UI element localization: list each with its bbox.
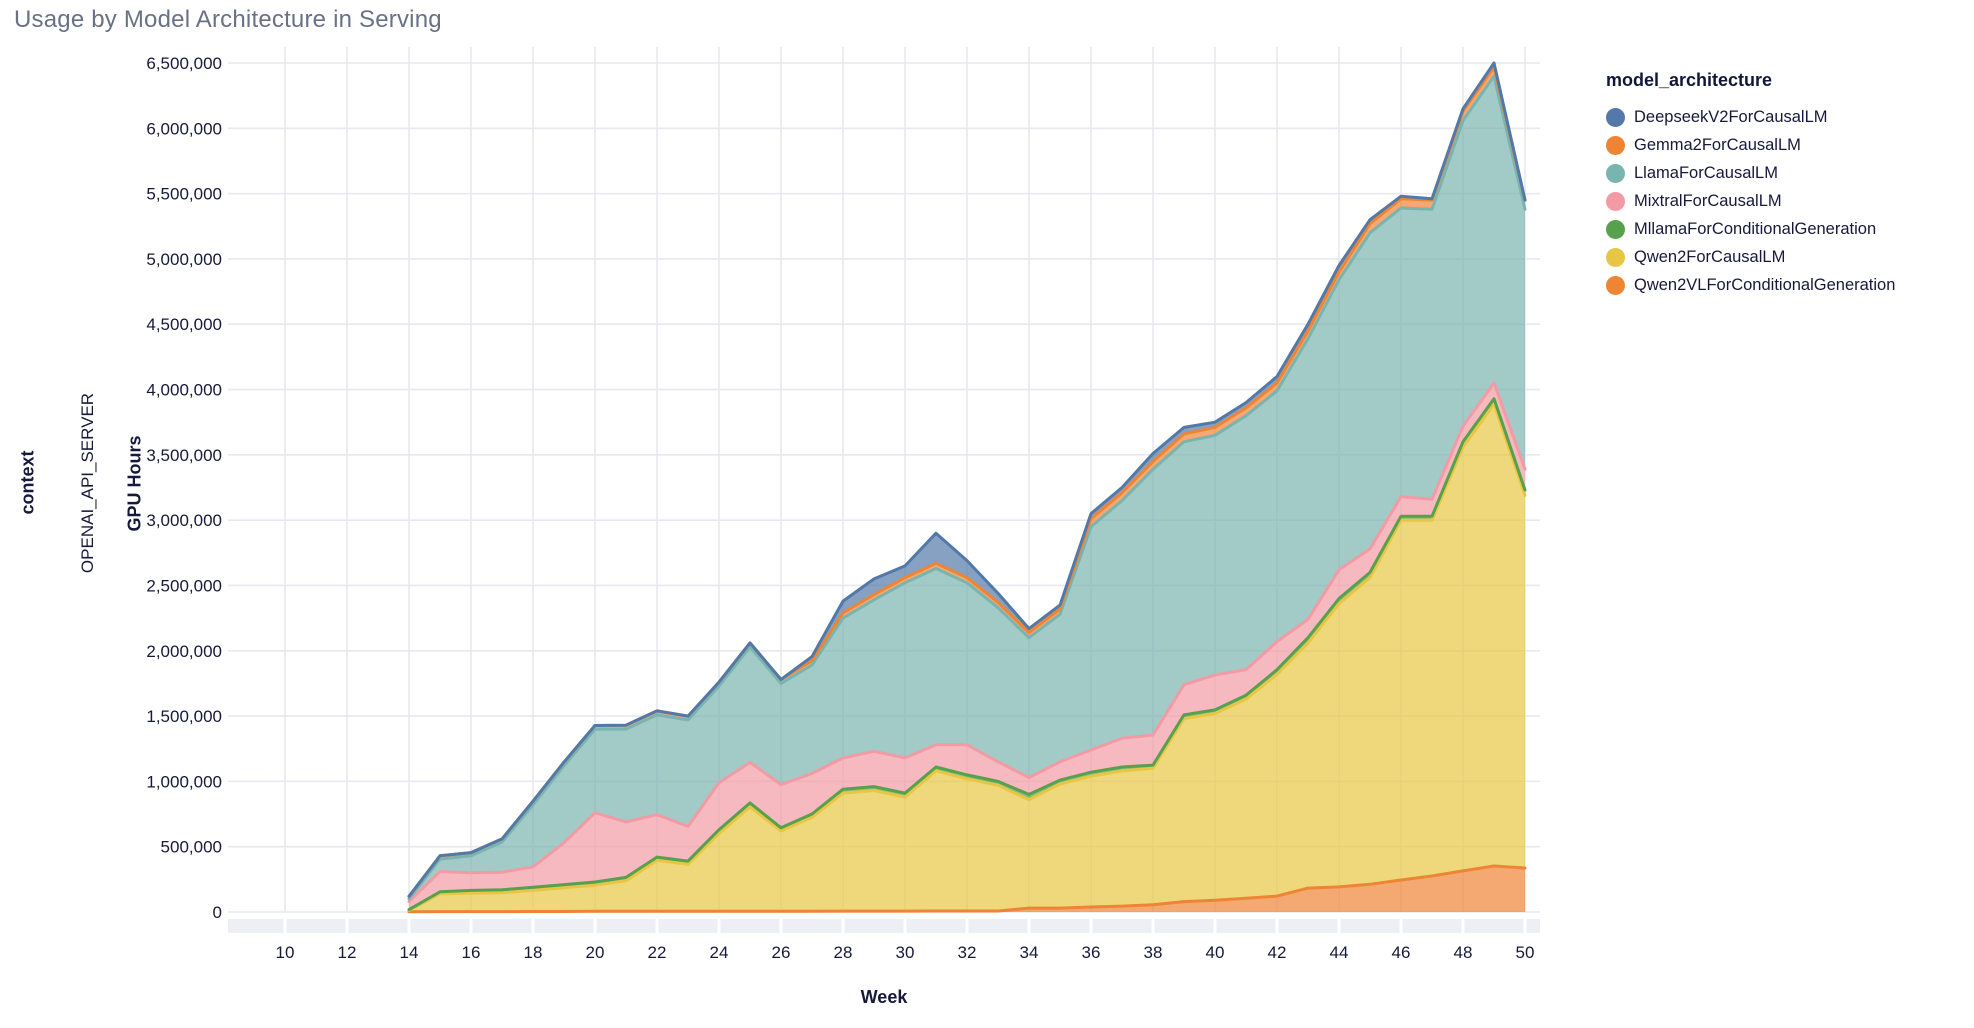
legend-item: Qwen2ForCausalLM <box>1606 243 1895 271</box>
legend-label: Qwen2ForCausalLM <box>1634 247 1786 266</box>
x-axis-band <box>228 918 1540 934</box>
x-tick-label: 30 <box>896 943 915 962</box>
legend-label: DeepseekV2ForCausalLM <box>1634 107 1828 126</box>
legend-items: DeepseekV2ForCausalLM Gemma2ForCausalLM Ll… <box>1606 103 1895 299</box>
x-tick-label: 20 <box>586 943 605 962</box>
y-tick-label: 500,000 <box>161 838 222 857</box>
x-tick-label: 46 <box>1392 943 1411 962</box>
line-MixtralForCausalLM <box>407 381 1527 904</box>
legend-swatch-circle <box>1606 247 1625 267</box>
legend-label: MixtralForCausalLM <box>1634 191 1782 210</box>
legend-swatch-circle <box>1606 107 1625 127</box>
y-tick-label: 5,000,000 <box>146 250 222 269</box>
y-tick-label: 4,000,000 <box>146 381 222 400</box>
x-tick-label: 22 <box>648 943 667 962</box>
x-axis-ticks: 10 12 14 16 18 20 22 24 26 28 30 32 34 36 38 40 42 44 46 48… <box>276 943 1535 962</box>
y-tick-label: 2,000,000 <box>146 642 222 661</box>
legend-item: Gemma2ForCausalLM <box>1606 131 1895 159</box>
legend-item: MixtralForCausalLM <box>1606 187 1895 215</box>
y-tick-label: 3,000,000 <box>146 511 222 530</box>
legend-label: Qwen2VLForConditionalGeneration <box>1634 275 1896 294</box>
area-Qwen2ForCausalLM <box>409 403 1525 912</box>
x-tick-label: 50 <box>1516 943 1535 962</box>
legend-item: LlamaForCausalLM <box>1606 159 1895 187</box>
x-tick-label: 48 <box>1454 943 1473 962</box>
x-tick-label: 40 <box>1206 943 1225 962</box>
x-tick-label: 36 <box>1082 943 1101 962</box>
x-tick-label: 26 <box>772 943 791 962</box>
legend-swatch-circle <box>1606 135 1625 155</box>
facet-row-label: OPENAI_API_SERVER <box>78 392 97 574</box>
x-tick-label: 42 <box>1268 943 1287 962</box>
legend-swatch-circle <box>1606 219 1625 239</box>
y-tick-label: 1,500,000 <box>146 707 222 726</box>
x-tick-label: 18 <box>524 943 543 962</box>
y-tick-label: 3,500,000 <box>146 446 222 465</box>
y-tick-label: 4,500,000 <box>146 315 222 334</box>
y-axis-ticks: 0 500,000 1,000,000 1,500,000 2,000,000 2,500… <box>146 54 222 922</box>
line-Qwen2VLForConditionalGeneration <box>407 864 1527 914</box>
legend-item: DeepseekV2ForCausalLM <box>1606 103 1895 131</box>
facet-column-label: context <box>17 450 38 515</box>
area-LlamaForCausalLM <box>409 76 1525 902</box>
line-DeepseekV2ForCausalLM <box>407 61 1527 898</box>
y-tick-label: 6,500,000 <box>146 54 222 73</box>
legend: model_architecture DeepseekV2ForCausalLM… <box>1606 70 1895 299</box>
chart-title: Usage by Model Architecture in Serving <box>14 6 442 33</box>
x-tick-label: 16 <box>462 943 481 962</box>
x-tick-label: 24 <box>710 943 729 962</box>
area-fills <box>409 63 1525 912</box>
x-tick-label: 32 <box>958 943 977 962</box>
x-tick-label: 10 <box>276 943 295 962</box>
legend-label: Gemma2ForCausalLM <box>1634 135 1801 154</box>
x-tick-label: 44 <box>1330 943 1349 962</box>
x-tick-label: 38 <box>1144 943 1163 962</box>
line-LlamaForCausalLM <box>407 74 1527 901</box>
legend-item: Qwen2VLForConditionalGeneration <box>1606 271 1895 299</box>
legend-title: model_architecture <box>1606 70 1773 90</box>
legend-label: MllamaForConditionalGeneration <box>1634 219 1877 238</box>
area-strokes <box>407 61 1527 914</box>
line-MllamaForConditionalGeneration <box>407 397 1527 912</box>
x-tick-label: 14 <box>400 943 419 962</box>
line-Qwen2ForCausalLM <box>407 402 1527 912</box>
y-tick-label: 6,000,000 <box>146 119 222 138</box>
x-tick-label: 34 <box>1020 943 1039 962</box>
y-axis-title: GPU Hours <box>124 435 145 532</box>
legend-swatch-circle <box>1606 275 1625 295</box>
y-tick-label: 5,500,000 <box>146 185 222 204</box>
y-tick-label: 2,500,000 <box>146 576 222 595</box>
legend-item: MllamaForConditionalGeneration <box>1606 215 1895 243</box>
y-tick-label: 0 <box>213 903 222 922</box>
area-Qwen2VLForConditionalGeneration <box>409 866 1525 912</box>
legend-label: LlamaForCausalLM <box>1634 163 1778 182</box>
legend-swatch-circle <box>1606 191 1625 211</box>
x-tick-label: 28 <box>834 943 853 962</box>
x-tick-label: 12 <box>338 943 357 962</box>
legend-swatch-circle <box>1606 163 1625 183</box>
x-axis-title: Week <box>861 987 909 1007</box>
y-tick-label: 1,000,000 <box>146 772 222 791</box>
